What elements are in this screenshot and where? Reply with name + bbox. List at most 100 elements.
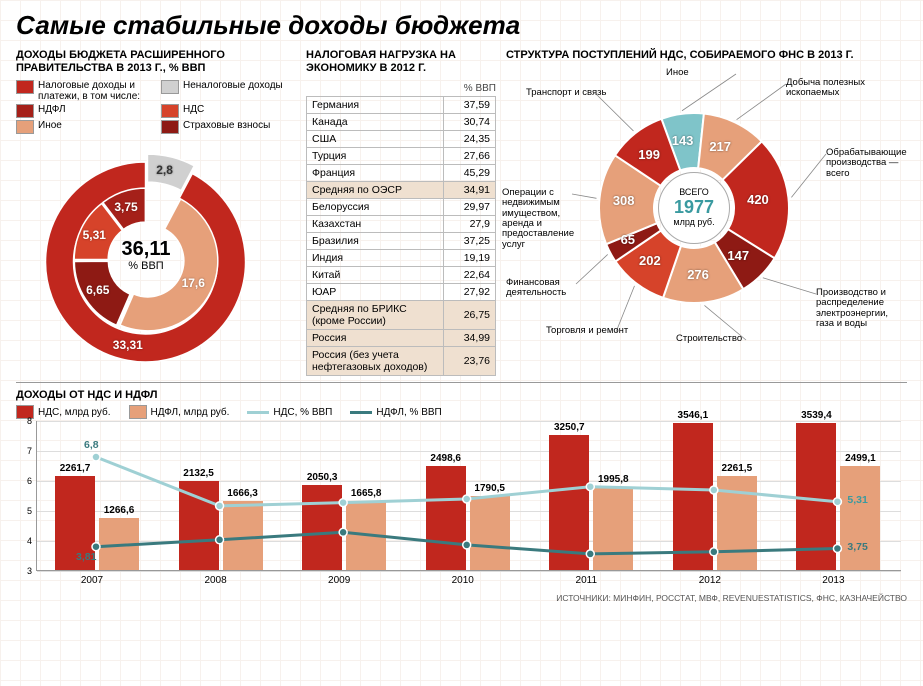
bar-ndfl (840, 466, 880, 570)
bar-label: 1995,8 (598, 474, 629, 485)
slice-callout: Финансовая деятельность (506, 278, 596, 299)
bar-ndfl (346, 501, 386, 570)
table-row: Франция45,29 (307, 165, 496, 182)
y-tick: 8 (27, 416, 32, 426)
y-tick: 4 (27, 536, 32, 546)
bar-ndfl (593, 487, 633, 570)
left-panel: ДОХОДЫ БЮДЖЕТА РАСШИРЕННОГО ПРАВИТЕЛЬСТВ… (16, 49, 296, 376)
bar-label: 3546,1 (678, 410, 709, 421)
bar-label: 1665,8 (351, 488, 382, 499)
pie-center-value: 1977 (659, 198, 729, 218)
donut-center: 36,11 % ВВП (122, 238, 171, 272)
bar-label: 2499,1 (845, 453, 876, 464)
legend-item: НДФЛ, % ВВП (350, 405, 441, 419)
source-line: ИСТОЧНИКИ: МИНФИН, РОССТАТ, МВФ, REVENUE… (16, 593, 907, 603)
bar-label: 1790,5 (474, 483, 505, 494)
donut-outer-label: 2,8 (156, 163, 173, 177)
bar-label: 2261,7 (60, 463, 91, 474)
table-row: Канада30,74 (307, 114, 496, 131)
bar-nds (302, 485, 342, 570)
bar-label: 2261,5 (722, 463, 753, 474)
donut-outer-label: 33,31 (113, 338, 143, 352)
table-row: Бразилия37,25 (307, 233, 496, 250)
donut-center-value: 36,11 (122, 238, 171, 260)
table-row: Казахстан27,9 (307, 216, 496, 233)
left-legend: Налоговые доходы и платежи, в том числе:… (16, 80, 296, 134)
mid-panel: НАЛОГОВАЯ НАГРУЗКА НА ЭКОНОМИКУ В 2012 Г… (306, 49, 496, 376)
slice-value: 65 (621, 232, 635, 247)
x-label: 2010 (408, 575, 518, 586)
table-row: ЮАР27,92 (307, 284, 496, 301)
plot-area: 2261,71266,620072132,51666,320082050,316… (36, 421, 901, 571)
bar-ndfl (717, 476, 757, 570)
slice-value: 199 (638, 147, 660, 162)
slice-callout: Добыча полезных ископаемых (786, 78, 876, 99)
bar-nds (549, 435, 589, 570)
bottom-panel: ДОХОДЫ ОТ НДС И НДФЛ НДС, млрд руб.НДФЛ,… (16, 389, 907, 603)
y-tick: 7 (27, 446, 32, 456)
slice-value: 147 (727, 248, 749, 263)
slice-value: 308 (613, 193, 635, 208)
table-row: Средняя по ОЭСР34,91 (307, 182, 496, 199)
bottom-legend: НДС, млрд руб.НДФЛ, млрд руб.НДС, % ВВПН… (16, 405, 907, 419)
top-row: ДОХОДЫ БЮДЖЕТА РАСШИРЕННОГО ПРАВИТЕЛЬСТВ… (16, 49, 907, 383)
right-panel: СТРУКТУРА ПОСТУПЛЕНИЙ НДС, СОБИРАЕМОГО Ф… (506, 49, 907, 376)
slice-value: 276 (687, 267, 709, 282)
tax-burden-table: Германия37,59Канада30,74США24,35Турция27… (306, 96, 496, 376)
x-label: 2007 (37, 575, 147, 586)
line-point-label: 5,31 (847, 494, 867, 506)
left-title: ДОХОДЫ БЮДЖЕТА РАСШИРЕННОГО ПРАВИТЕЛЬСТВ… (16, 49, 296, 74)
slice-callout: Строительство (676, 334, 766, 344)
slice-callout: Иное (666, 68, 756, 78)
pie-center-unit: млрд руб. (659, 218, 729, 228)
bar-label: 2050,3 (307, 472, 338, 483)
bar-label: 1666,3 (227, 488, 258, 499)
bar-label: 2132,5 (183, 468, 214, 479)
legend-item: НДФЛ (16, 104, 151, 118)
bottom-title: ДОХОДЫ ОТ НДС И НДФЛ (16, 389, 907, 401)
bar-ndfl (223, 501, 263, 570)
y-tick: 3 (27, 566, 32, 576)
bar-ndfl (99, 518, 139, 571)
x-label: 2011 (531, 575, 641, 586)
slice-value: 420 (747, 192, 769, 207)
legend-item: Налоговые доходы и платежи, в том числе: (16, 80, 151, 102)
y-tick: 6 (27, 476, 32, 486)
bar-nds (179, 481, 219, 570)
mid-unit: % ВВП (306, 83, 496, 94)
table-row: США24,35 (307, 131, 496, 148)
bar-nds (673, 423, 713, 571)
donut-inner-label: 17,6 (182, 276, 205, 290)
mid-title: НАЛОГОВАЯ НАГРУЗКА НА ЭКОНОМИКУ В 2012 Г… (306, 49, 496, 74)
table-row: Россия (без учета нефтегазовых доходов)2… (307, 347, 496, 376)
table-row: Индия19,19 (307, 250, 496, 267)
line-point-label: 6,8 (84, 439, 99, 451)
main-title: Самые стабильные доходы бюджета (16, 10, 907, 41)
slice-value: 202 (639, 253, 661, 268)
pie-center: ВСЕГО 1977 млрд руб. (658, 172, 730, 244)
x-label: 2008 (161, 575, 271, 586)
bar-ndfl (470, 496, 510, 571)
slice-callout: Производство и распределение электроэнер… (816, 288, 906, 330)
pie-chart: ВСЕГО 1977 млрд руб. Иное Добыча полезных… (506, 68, 906, 348)
legend-item: НДС, % ВВП (247, 405, 332, 419)
bar-label: 1266,6 (104, 505, 135, 516)
slice-callout: Обрабатывающие производства — всего (826, 148, 916, 179)
slice-value: 143 (672, 133, 694, 148)
legend-item: Страховые взносы (161, 120, 296, 134)
legend-item: НДФЛ, млрд руб. (129, 405, 230, 419)
composite-chart: 345678 2261,71266,620072132,51666,320082… (16, 421, 901, 591)
bar-label: 2498,6 (430, 453, 461, 464)
x-label: 2012 (655, 575, 765, 586)
table-row: Турция27,66 (307, 148, 496, 165)
x-label: 2009 (284, 575, 394, 586)
bar-label: 3250,7 (554, 422, 585, 433)
right-title: СТРУКТУРА ПОСТУПЛЕНИЙ НДС, СОБИРАЕМОГО Ф… (506, 49, 907, 62)
table-row: Китай22,64 (307, 267, 496, 284)
y-tick: 5 (27, 506, 32, 516)
donut-center-unit: % ВВП (122, 260, 171, 272)
slice-callout: Операции с недвижимым имуществом, аренда… (502, 188, 592, 251)
bar-nds (796, 423, 836, 570)
y-axis: 345678 (16, 421, 34, 571)
slice-value: 217 (709, 139, 731, 154)
